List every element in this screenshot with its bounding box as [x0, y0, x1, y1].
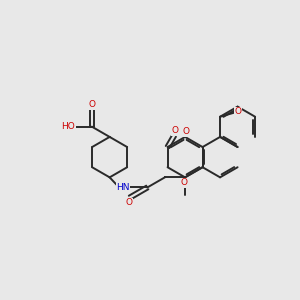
Text: O: O	[181, 178, 188, 187]
Text: O: O	[89, 100, 96, 109]
Text: O: O	[171, 126, 178, 135]
Text: O: O	[234, 107, 241, 116]
Text: HN: HN	[116, 183, 130, 192]
Text: O: O	[125, 198, 133, 207]
Text: HO: HO	[61, 122, 75, 131]
Text: O: O	[182, 127, 189, 136]
